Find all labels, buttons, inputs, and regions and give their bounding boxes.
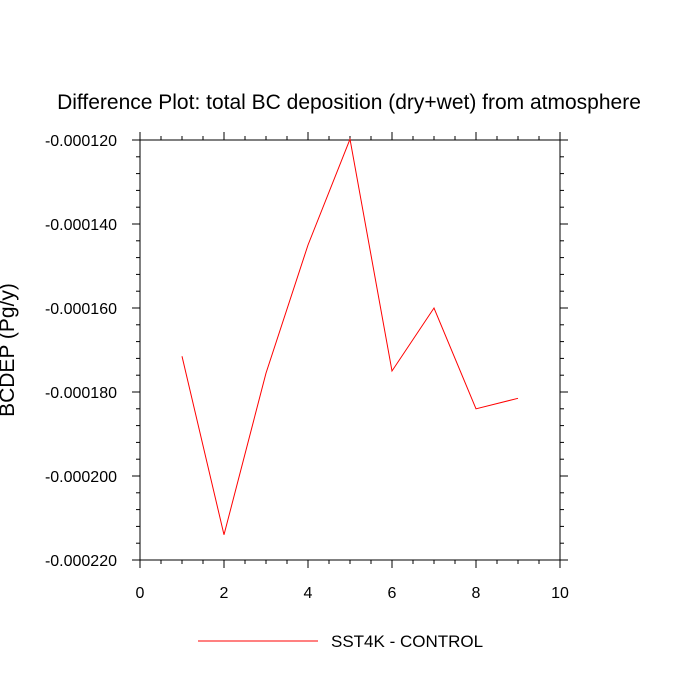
y-tick-labels: -0.000120 -0.000140 -0.000160 -0.000180 -0.0… (45, 133, 117, 570)
x-tick-labels: 0 2 4 6 8 10 (136, 585, 569, 602)
y-tick-label: -0.000200 (45, 469, 117, 486)
x-tick-label: 0 (136, 585, 145, 602)
major-ticks (132, 132, 568, 568)
y-axis-label: BCDEP (Pg/y) (0, 283, 19, 417)
y-tick-label: -0.000160 (45, 301, 117, 318)
plot-frame (139, 139, 561, 561)
legend: SST4K - CONTROL (198, 632, 483, 651)
y-tick-label: -0.000180 (45, 385, 117, 402)
series-line-0 (181, 137, 519, 535)
x-tick-label: 8 (472, 585, 481, 602)
legend-label-sst4k-control: SST4K - CONTROL (331, 632, 483, 651)
x-tick-label: 10 (551, 585, 569, 602)
y-tick-label: -0.000140 (45, 217, 117, 234)
y-tick-label: -0.000120 (45, 133, 117, 150)
y-tick-label: -0.000220 (45, 553, 117, 570)
series-lines (181, 137, 519, 535)
x-tick-label: 4 (304, 585, 313, 602)
x-tick-label: 6 (388, 585, 397, 602)
x-tick-label: 2 (220, 585, 229, 602)
chart-title: Difference Plot: total BC deposition (dr… (57, 91, 641, 114)
minor-ticks (136, 136, 564, 564)
